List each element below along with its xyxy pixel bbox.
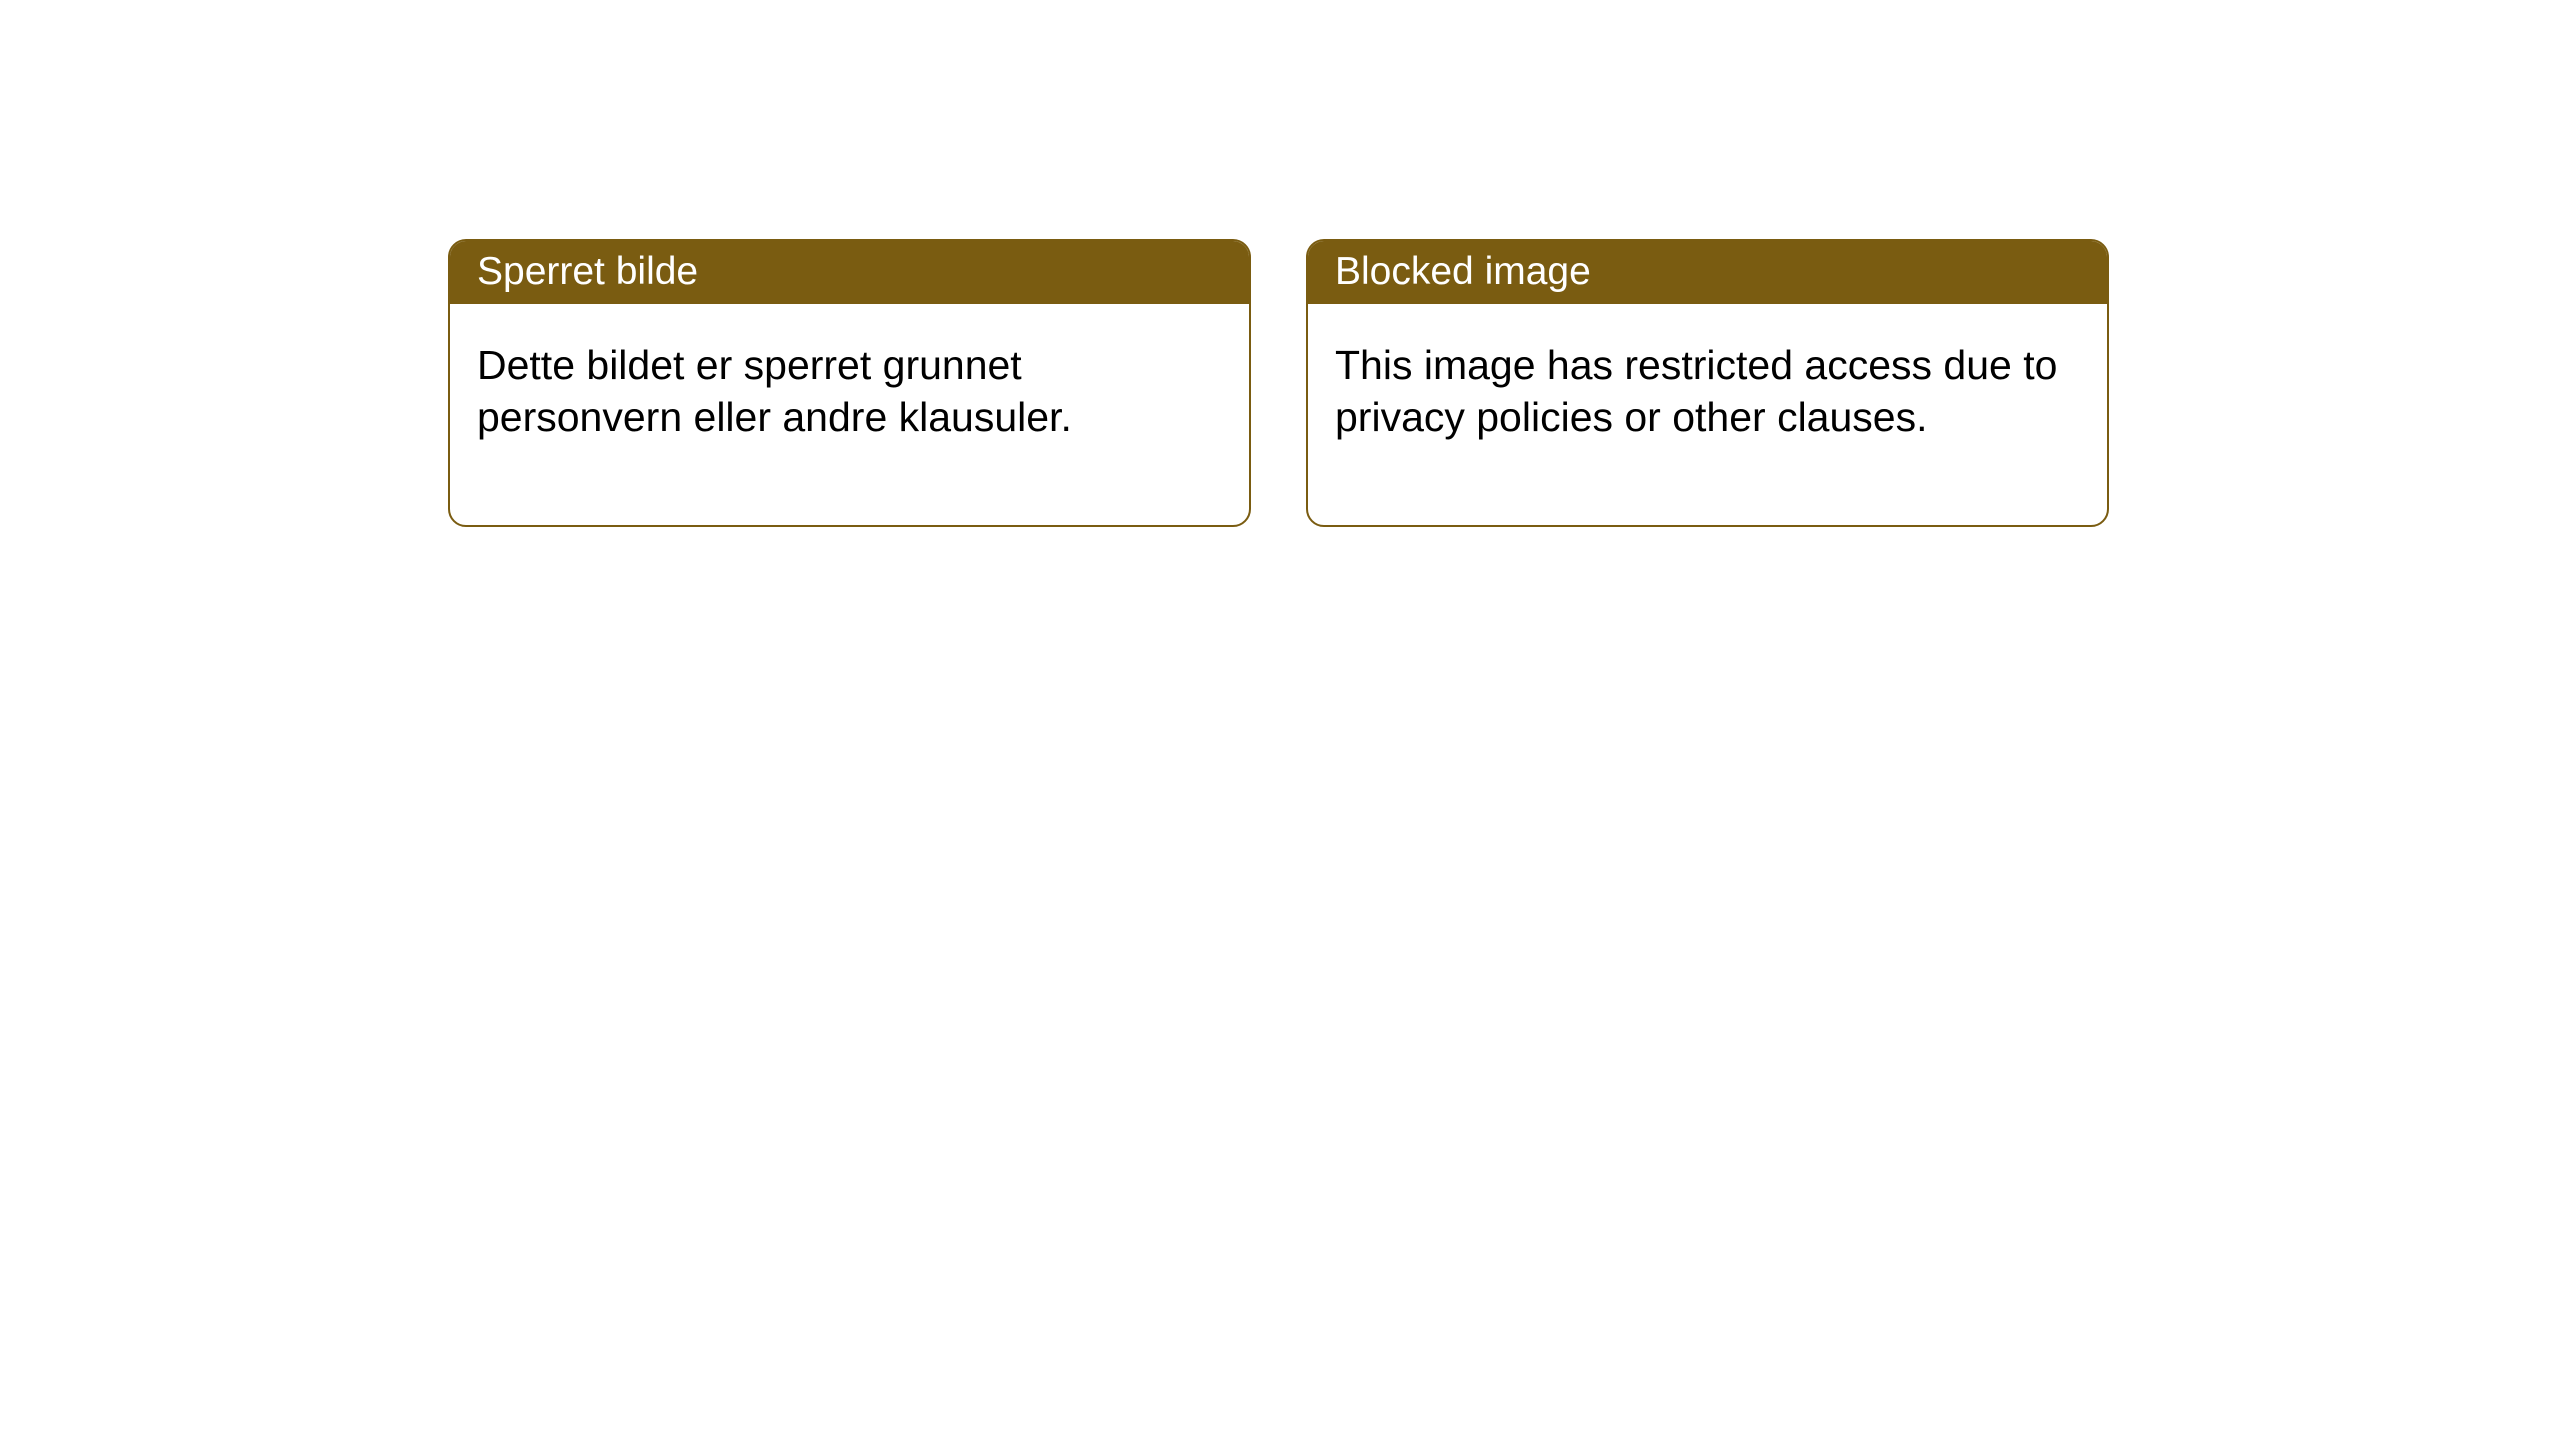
notice-cards-container: Sperret bilde Dette bildet er sperret gr… (0, 0, 2560, 527)
notice-card-body: This image has restricted access due to … (1308, 304, 2107, 525)
notice-card-english: Blocked image This image has restricted … (1306, 239, 2109, 527)
notice-card-title: Blocked image (1308, 241, 2107, 304)
notice-card-body: Dette bildet er sperret grunnet personve… (450, 304, 1249, 525)
notice-card-title: Sperret bilde (450, 241, 1249, 304)
notice-card-norwegian: Sperret bilde Dette bildet er sperret gr… (448, 239, 1251, 527)
